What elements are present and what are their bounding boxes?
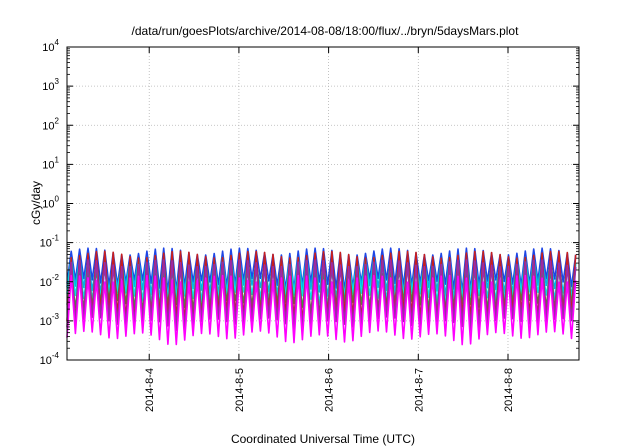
series-line xyxy=(66,274,577,346)
y-tick-label: 104 xyxy=(42,38,59,54)
x-tick-label: 2014-8-6 xyxy=(324,368,336,412)
y-tick-label: 10-2 xyxy=(40,273,60,289)
chart-title: /data/run/goesPlots/archive/2014-08-08/1… xyxy=(132,24,520,38)
y-tick-label: 10-1 xyxy=(40,234,60,250)
x-tick-label: 2014-8-5 xyxy=(234,368,246,412)
x-axis-title: Coordinated Universal Time (UTC) xyxy=(231,432,415,446)
y-tick-label: 10-3 xyxy=(40,312,60,328)
y-tick-label: 10-4 xyxy=(40,351,60,367)
y-tick-label: 102 xyxy=(42,116,59,132)
x-tick-label: 2014-8-4 xyxy=(144,368,156,412)
x-tick-label: 2014-8-8 xyxy=(503,368,515,412)
y-tick-label: 103 xyxy=(42,77,59,93)
ticks: 10-4 10-3 10-2 10-1 100 101 102 103 104 2014-8-4 2… xyxy=(40,38,579,412)
series-layer xyxy=(66,247,577,346)
x-tick-label: 2014-8-7 xyxy=(413,368,425,412)
series-line xyxy=(66,259,577,332)
y-axis-title: cGy/day xyxy=(29,181,43,225)
y-tick-label: 100 xyxy=(42,195,59,211)
y-tick-label: 101 xyxy=(42,155,59,171)
